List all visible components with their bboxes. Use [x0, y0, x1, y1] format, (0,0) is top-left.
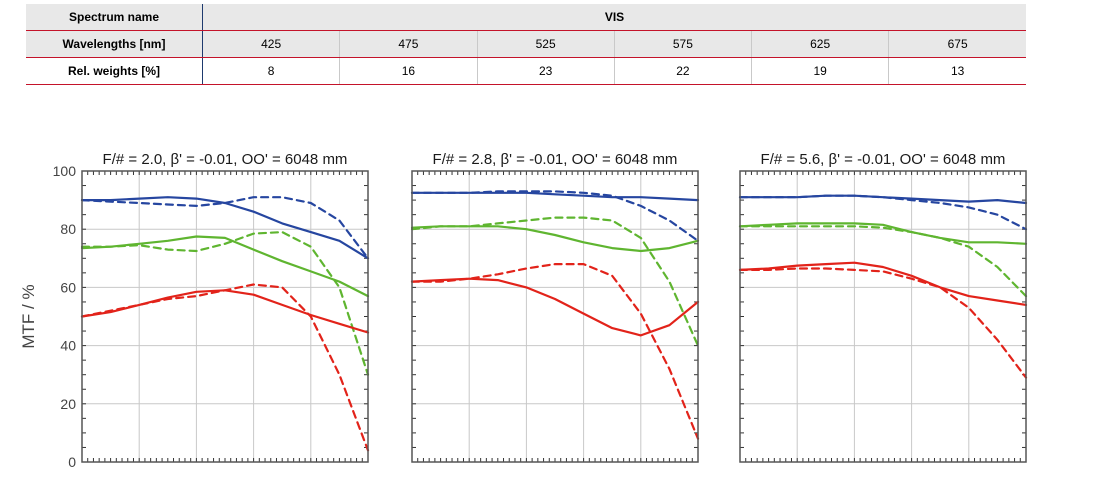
- wavelength-cell: 675: [888, 30, 1026, 58]
- weight-cell: 8: [201, 57, 340, 85]
- spectrum-name-value: VIS: [202, 4, 1026, 31]
- y-tick-label: 80: [60, 221, 76, 237]
- wavelength-cell: 575: [613, 30, 752, 58]
- weight-cell: 23: [476, 57, 615, 85]
- spectrum-name-row: Spectrum name VIS: [26, 4, 1026, 31]
- wavelengths-label: Wavelengths [nm]: [26, 30, 203, 58]
- series-red-dashed: [738, 267, 1028, 379]
- series-red-dashed: [410, 262, 700, 440]
- y-tick-label: 0: [68, 454, 76, 470]
- spectrum-table: Spectrum name VIS Wavelengths [nm] 425 4…: [26, 4, 1026, 85]
- y-tick-label: 40: [60, 338, 76, 354]
- y-axis-label: MTF / %: [19, 284, 38, 348]
- y-tick-label: 60: [60, 279, 76, 295]
- weight-cell: 22: [613, 57, 752, 85]
- wavelength-cell: 525: [476, 30, 615, 58]
- y-tick-label: 20: [60, 396, 76, 412]
- series-blue-solid: [80, 196, 370, 260]
- plot-frame: [411, 170, 699, 463]
- series-green-solid: [410, 225, 700, 253]
- series-blue-dashed: [410, 190, 700, 242]
- mtf-charts: F/# = 2.0, β' = -0.01, OO' = 6048 mm 0 20 4…: [19, 151, 1028, 470]
- chart-title: F/# = 2.8, β' = -0.01, OO' = 6048 mm: [433, 151, 678, 168]
- series-red-dashed: [80, 283, 370, 452]
- series-red-solid: [738, 261, 1028, 306]
- wavelengths-row: Wavelengths [nm] 425 475 525 575 625 675: [26, 30, 1026, 58]
- weight-cell: 19: [750, 57, 889, 85]
- weights-label: Rel. weights [%]: [26, 57, 203, 85]
- spectrum-name-label: Spectrum name: [26, 4, 203, 31]
- wavelength-cell: 625: [750, 30, 889, 58]
- weights-row: Rel. weights [%] 8 16 23 22 19 13: [26, 57, 1026, 85]
- weight-cell: 13: [888, 57, 1026, 85]
- y-tick-label: 100: [53, 163, 77, 179]
- weight-cell: 16: [339, 57, 477, 85]
- plot-frame: [739, 170, 1027, 463]
- series-green-dashed: [410, 216, 700, 347]
- series-red-solid: [80, 289, 370, 334]
- chart-title: F/# = 5.6, β' = -0.01, OO' = 6048 mm: [761, 151, 1006, 168]
- plot-frame: [81, 170, 369, 463]
- series-green-dashed: [738, 225, 1028, 298]
- series-green-dashed: [80, 230, 370, 376]
- series-blue-dashed: [738, 194, 1028, 231]
- wavelength-cell: 475: [339, 30, 477, 58]
- wavelength-cell: 425: [201, 30, 340, 58]
- series-blue-dashed: [80, 196, 370, 260]
- series-green-solid: [738, 222, 1028, 245]
- chart-title: F/# = 2.0, β' = -0.01, OO' = 6048 mm: [103, 151, 348, 168]
